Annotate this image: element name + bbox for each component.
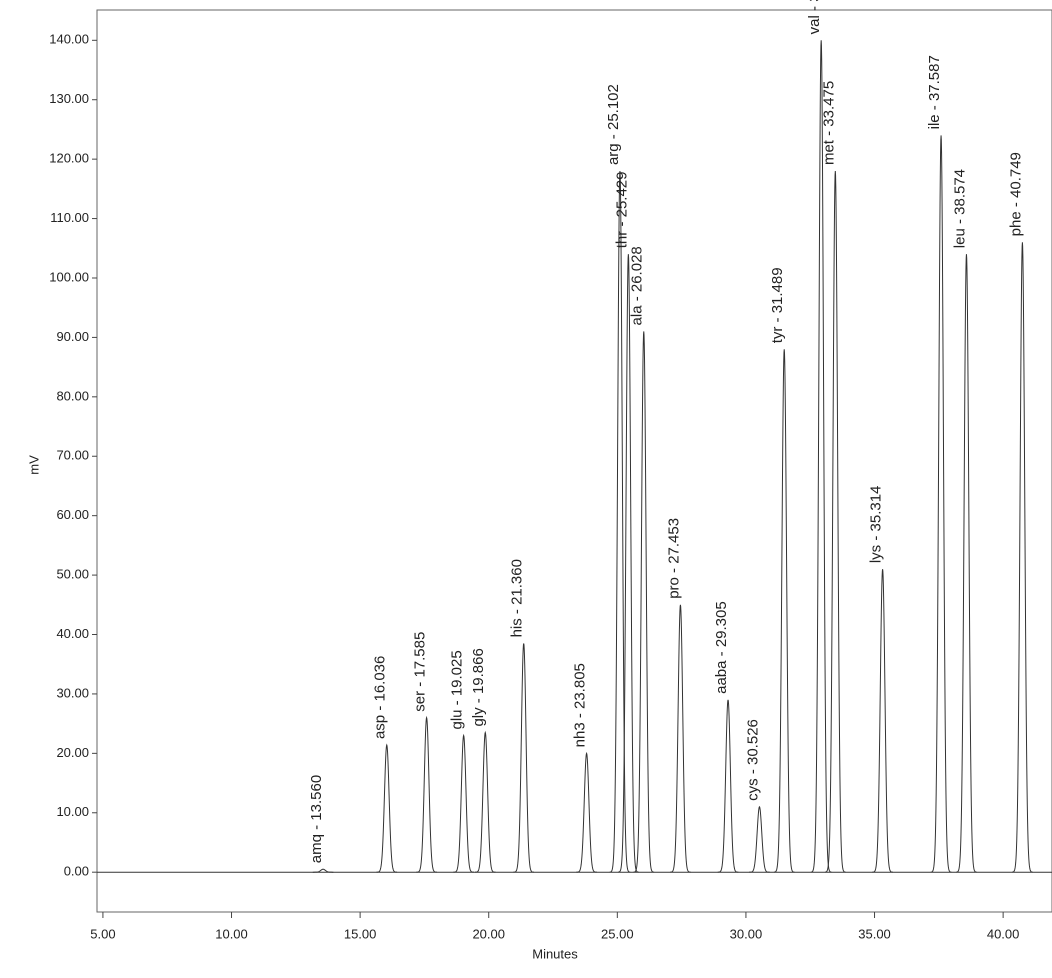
peak-label: pro - 27.453 xyxy=(665,518,682,599)
peak xyxy=(610,171,631,872)
peak-label: ile - 37.587 xyxy=(926,55,943,129)
y-tick-label: 120.00 xyxy=(49,151,89,166)
peak-label: tyr - 31.489 xyxy=(769,267,786,343)
y-tick-label: 40.00 xyxy=(56,626,89,641)
y-tick-label: 60.00 xyxy=(56,507,89,522)
peak-label: lys - 35.314 xyxy=(868,486,885,564)
peak xyxy=(475,733,496,873)
y-tick-label: 10.00 xyxy=(56,804,89,819)
y-tick-label: 50.00 xyxy=(56,567,89,582)
y-tick-label: 0.00 xyxy=(64,864,89,879)
y-tick-label: 100.00 xyxy=(49,269,89,284)
peak-label: val - 32.926 xyxy=(806,0,823,34)
peak xyxy=(749,807,770,872)
x-tick-label: 5.00 xyxy=(90,926,115,941)
peak xyxy=(633,331,654,872)
peak-label: gly - 19.866 xyxy=(470,648,487,726)
x-tick-label: 30.00 xyxy=(730,926,763,941)
peak-label: ala - 26.028 xyxy=(629,246,646,325)
y-tick-label: 80.00 xyxy=(56,388,89,403)
y-tick-label: 90.00 xyxy=(56,329,89,344)
peak-label: aaba - 29.305 xyxy=(713,601,730,694)
plot-frame xyxy=(97,10,1052,912)
peak xyxy=(618,254,639,872)
x-tick-label: 20.00 xyxy=(472,926,505,941)
peak xyxy=(576,753,597,872)
peak xyxy=(513,643,534,872)
peak-label: glu - 19.025 xyxy=(449,650,466,729)
x-tick-label: 25.00 xyxy=(601,926,634,941)
chart: Minutes mV 0.00 10.00 20.00 30.00 40.00 50.00… xyxy=(0,0,1052,973)
peak xyxy=(718,700,739,872)
peak xyxy=(931,135,952,872)
y-axis-label: mV xyxy=(26,455,41,475)
x-axis-label: Minutes xyxy=(532,946,578,961)
peak xyxy=(956,254,977,872)
y-tick-label: 30.00 xyxy=(56,685,89,700)
peak xyxy=(1012,242,1033,872)
x-tick-label: 15.00 xyxy=(344,926,377,941)
peak xyxy=(376,745,397,872)
x-tick-label: 10.00 xyxy=(215,926,248,941)
peak xyxy=(670,605,691,872)
peak-label: arg - 25.102 xyxy=(605,84,622,165)
y-tick-label: 140.00 xyxy=(49,32,89,47)
peak-label: amq - 13.560 xyxy=(308,775,325,863)
y-tick-label: 70.00 xyxy=(56,448,89,463)
peak-label: phe - 40.749 xyxy=(1007,152,1024,236)
peak-label: met - 33.475 xyxy=(820,81,837,165)
peak-label: asp - 16.036 xyxy=(372,656,389,739)
x-tick-label: 35.00 xyxy=(858,926,891,941)
peak xyxy=(774,349,795,872)
peak-label: nh3 - 23.805 xyxy=(572,663,589,747)
y-tick-label: 130.00 xyxy=(49,91,89,106)
peak-label: ser - 17.585 xyxy=(412,632,429,712)
peak xyxy=(872,569,893,872)
peak-label: cys - 30.526 xyxy=(744,719,761,801)
x-tick-label: 40.00 xyxy=(987,926,1020,941)
y-tick-label: 20.00 xyxy=(56,745,89,760)
peak-label: his - 21.360 xyxy=(509,559,526,637)
peak-label: leu - 38.574 xyxy=(951,169,968,248)
peak xyxy=(453,736,474,873)
y-tick-label: 110.00 xyxy=(50,210,89,225)
peak-label: thr - 25.429 xyxy=(613,171,630,248)
peak xyxy=(416,718,437,872)
peak xyxy=(825,171,846,872)
